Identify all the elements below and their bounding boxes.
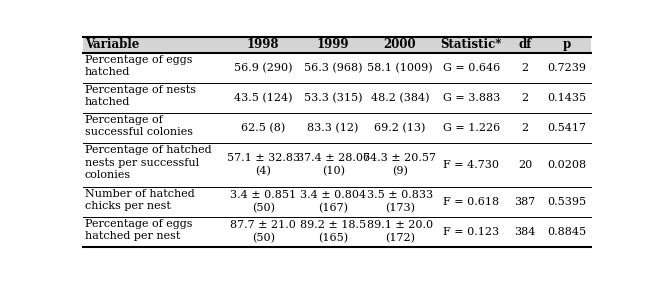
Text: 0.8845: 0.8845 [547,227,586,237]
Text: 58.1 (1009): 58.1 (1009) [367,62,433,73]
Text: 57.1 ± 32.83
(4): 57.1 ± 32.83 (4) [227,153,300,176]
Text: 2: 2 [521,123,528,133]
Text: 3.4 ± 0.804
(167): 3.4 ± 0.804 (167) [300,190,367,213]
Text: 20: 20 [518,160,532,170]
Text: 37.4 ± 28.06
(10): 37.4 ± 28.06 (10) [297,153,370,176]
Text: Variable: Variable [85,38,139,51]
Text: p: p [563,38,571,51]
Text: Percentage of
successful colonies: Percentage of successful colonies [85,115,193,137]
Bar [84,37,591,53]
Text: F = 0.618: F = 0.618 [443,197,499,207]
Text: 384: 384 [514,227,536,237]
Text: 2000: 2000 [384,38,417,51]
Text: 43.5 (124): 43.5 (124) [234,93,293,103]
Text: 53.3 (315): 53.3 (315) [304,93,363,103]
Text: 89.1 ± 20.0
(172): 89.1 ± 20.0 (172) [367,220,433,243]
Text: 69.2 (13): 69.2 (13) [374,123,426,133]
Text: Percentage of nests
hatched: Percentage of nests hatched [85,85,196,107]
Text: G = 0.646: G = 0.646 [443,63,500,73]
Text: F = 0.123: F = 0.123 [443,227,499,237]
Text: 2: 2 [521,63,528,73]
Text: 3.5 ± 0.833
(173): 3.5 ± 0.833 (173) [367,190,433,213]
Text: 48.2 (384): 48.2 (384) [370,93,429,103]
Text: Number of hatched
chicks per nest: Number of hatched chicks per nest [85,189,195,211]
Text: 87.7 ± 21.0
(50): 87.7 ± 21.0 (50) [230,220,296,243]
Text: Percentage of hatched
nests per successful
colonies: Percentage of hatched nests per successf… [85,145,211,180]
Text: df: df [519,38,532,51]
Text: 89.2 ± 18.5
(165): 89.2 ± 18.5 (165) [300,220,367,243]
Text: 56.3 (968): 56.3 (968) [304,62,363,73]
Text: G = 3.883: G = 3.883 [443,93,500,103]
Text: Percentage of eggs
hatched per nest: Percentage of eggs hatched per nest [85,219,192,241]
Text: 74.3 ± 20.57
(9): 74.3 ± 20.57 (9) [363,153,436,176]
Text: G = 1.226: G = 1.226 [443,123,500,133]
Text: 387: 387 [515,197,536,207]
Text: 1999: 1999 [317,38,349,51]
Text: F = 4.730: F = 4.730 [443,160,499,170]
Text: 0.1435: 0.1435 [547,93,586,103]
Text: 2: 2 [521,93,528,103]
Text: 56.9 (290): 56.9 (290) [234,62,293,73]
Text: 0.0208: 0.0208 [547,160,586,170]
Text: 83.3 (12): 83.3 (12) [307,123,359,133]
Text: 3.4 ± 0.851
(50): 3.4 ± 0.851 (50) [230,190,296,213]
Text: 0.5417: 0.5417 [547,123,586,133]
Text: 0.5395: 0.5395 [547,197,586,207]
Text: Statistic*: Statistic* [441,38,502,51]
Text: Percentage of eggs
hatched: Percentage of eggs hatched [85,55,192,77]
Text: 1998: 1998 [247,38,280,51]
Text: 0.7239: 0.7239 [547,63,586,73]
Text: 62.5 (8): 62.5 (8) [241,123,286,133]
